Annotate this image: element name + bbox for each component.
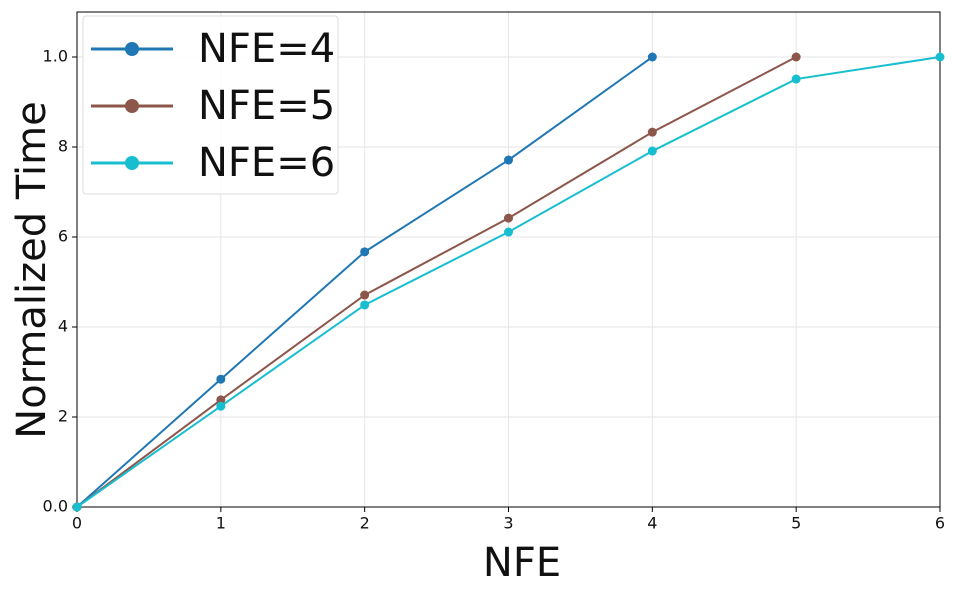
x-tick-label: 3	[503, 514, 513, 533]
y-tick-label: 0.0	[43, 497, 68, 516]
marker	[216, 374, 226, 384]
legend-label: NFE=4	[198, 26, 335, 72]
marker	[935, 52, 945, 62]
marker	[647, 146, 657, 156]
marker	[216, 401, 226, 411]
marker	[504, 227, 513, 237]
marker	[791, 52, 801, 62]
marker	[360, 300, 370, 310]
legend-box	[82, 15, 339, 195]
marker	[647, 127, 657, 137]
y-tick-label: 1.0	[43, 47, 68, 66]
marker	[360, 290, 370, 300]
y-tick-label: 8	[58, 137, 68, 156]
legend-label: NFE=5	[198, 83, 335, 129]
y-tick-label: 4	[58, 317, 68, 336]
marker	[72, 502, 82, 512]
x-tick-label: 2	[360, 514, 370, 533]
plot-frame	[76, 11, 941, 508]
series-line	[76, 56, 797, 508]
y-tick-label: 2	[58, 407, 68, 426]
legend-marker	[125, 99, 139, 113]
x-axis-label: NFE	[483, 540, 561, 586]
marker	[647, 52, 657, 62]
marker	[504, 213, 513, 223]
x-tick-label: 5	[791, 514, 801, 533]
marker	[504, 155, 513, 165]
x-tick-label: 1	[216, 514, 226, 533]
marker	[791, 74, 801, 84]
legend-marker	[125, 156, 139, 170]
y-tick-label: 6	[58, 227, 68, 246]
marker	[360, 247, 370, 257]
x-tick-label: 4	[647, 514, 657, 533]
y-axis-label: Normalized Time	[9, 101, 55, 438]
legend-label: NFE=6	[198, 140, 335, 186]
x-tick-label: 0	[72, 514, 82, 533]
marker	[216, 395, 226, 405]
x-tick-label: 6	[935, 514, 945, 533]
legend-marker	[125, 42, 139, 56]
